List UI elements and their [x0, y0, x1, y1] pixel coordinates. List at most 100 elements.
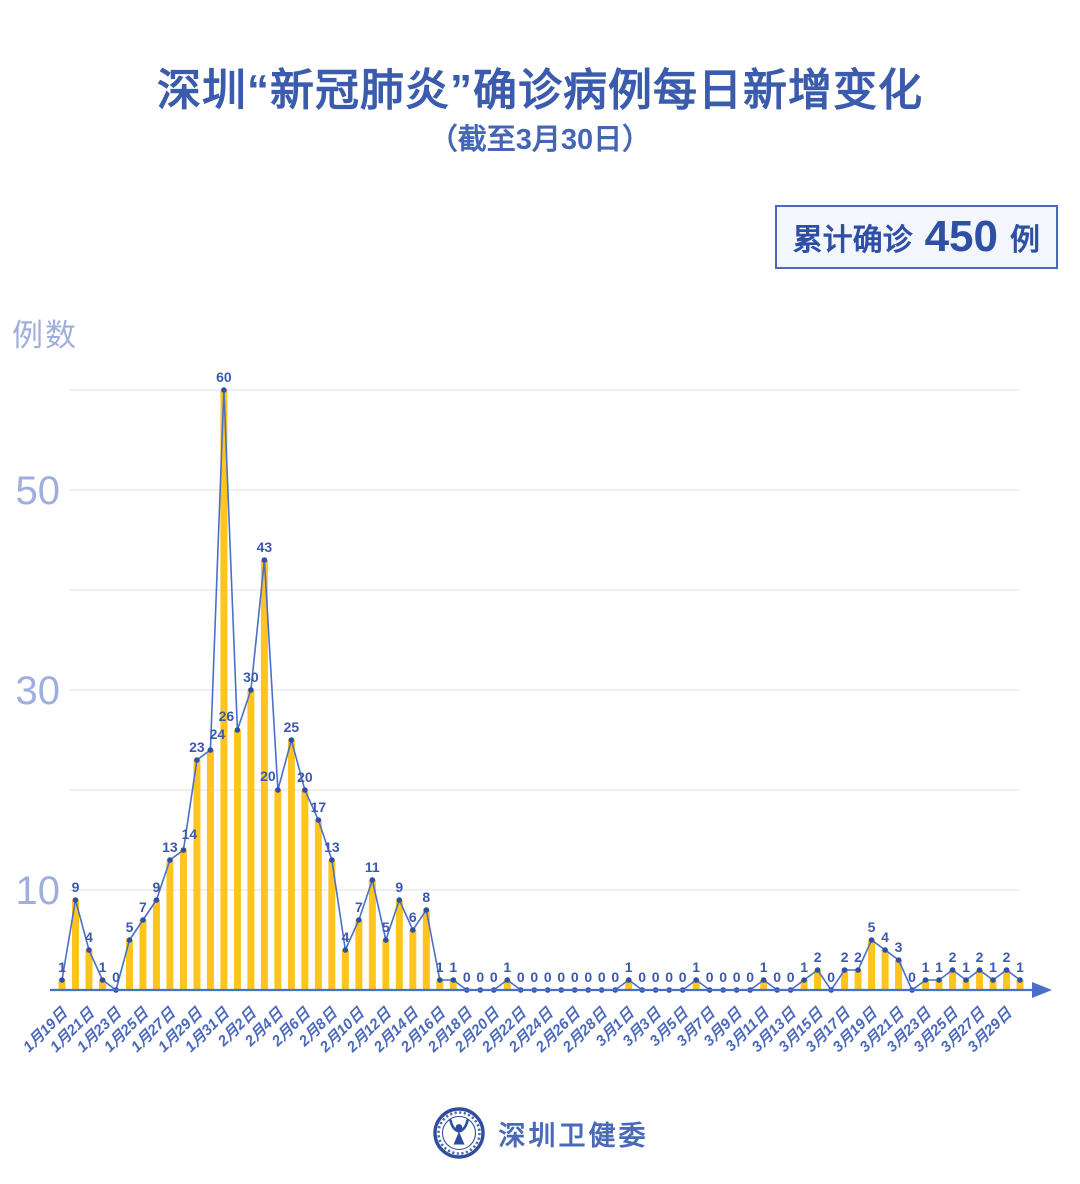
- case-bar: [58, 980, 66, 990]
- svg-text:26: 26: [219, 708, 235, 724]
- badge-suffix-label: 例: [1010, 224, 1040, 257]
- svg-text:1: 1: [922, 959, 930, 975]
- case-bar: [220, 390, 228, 990]
- svg-text:4: 4: [341, 929, 349, 945]
- case-bar: [233, 730, 241, 990]
- footer: 深圳卫健委: [0, 1106, 1080, 1160]
- case-bar: [368, 880, 376, 990]
- svg-text:1: 1: [436, 959, 444, 975]
- page-title: 深圳“新冠肺炎”确诊病例每日新增变化: [157, 66, 923, 115]
- case-bar: [692, 980, 700, 990]
- svg-text:20: 20: [260, 768, 276, 784]
- svg-text:5: 5: [382, 919, 390, 935]
- badge-total-value: 450: [924, 212, 998, 261]
- svg-text:0: 0: [827, 969, 835, 985]
- svg-text:5: 5: [868, 919, 876, 935]
- y-axis-title: 例数: [12, 318, 78, 353]
- svg-text:2: 2: [854, 949, 862, 965]
- svg-text:0: 0: [611, 969, 619, 985]
- daily-cases-bars: [58, 390, 1024, 990]
- case-bar: [868, 940, 876, 990]
- svg-text:9: 9: [153, 879, 161, 895]
- svg-text:0: 0: [652, 969, 660, 985]
- case-bar: [125, 940, 133, 990]
- svg-text:1: 1: [760, 959, 768, 975]
- case-bar: [179, 850, 187, 990]
- svg-text:17: 17: [311, 799, 327, 815]
- case-bar: [422, 910, 430, 990]
- svg-text:0: 0: [557, 969, 565, 985]
- case-bar: [949, 970, 957, 990]
- case-bar: [881, 950, 889, 990]
- data-point-labels: 1941057913142324602630432025201713471159…: [58, 369, 1024, 985]
- svg-text:0: 0: [463, 969, 471, 985]
- case-bar: [328, 860, 336, 990]
- case-bar: [139, 920, 147, 990]
- case-bar: [409, 930, 417, 990]
- svg-text:14: 14: [182, 826, 198, 842]
- svg-text:9: 9: [395, 879, 403, 895]
- badge-prefix-label: 累计确诊: [792, 224, 913, 257]
- svg-text:10: 10: [16, 869, 61, 913]
- svg-text:6: 6: [409, 909, 417, 925]
- case-bar: [98, 980, 106, 990]
- case-bar: [1016, 980, 1024, 990]
- case-bar: [247, 690, 255, 990]
- case-bar: [71, 900, 79, 990]
- case-bar: [85, 950, 93, 990]
- case-bar: [449, 980, 457, 990]
- svg-text:0: 0: [908, 969, 916, 985]
- cumulative-total-badge: 累计确诊 450 例: [774, 205, 1058, 269]
- case-bar: [922, 980, 930, 990]
- svg-text:0: 0: [719, 969, 727, 985]
- case-bar: [841, 970, 849, 990]
- svg-text:13: 13: [162, 839, 178, 855]
- svg-text:4: 4: [85, 929, 93, 945]
- case-bar: [800, 980, 808, 990]
- svg-text:1: 1: [99, 959, 107, 975]
- svg-text:4: 4: [881, 929, 889, 945]
- case-bar: [503, 980, 511, 990]
- case-bar: [962, 980, 970, 990]
- y-axis-tick-labels: 10 30 50: [16, 469, 61, 913]
- svg-text:1: 1: [503, 959, 511, 975]
- svg-text:1: 1: [692, 959, 700, 975]
- case-bar: [274, 790, 282, 990]
- case-bar: [260, 560, 268, 990]
- svg-text:0: 0: [773, 969, 781, 985]
- svg-text:13: 13: [324, 839, 340, 855]
- svg-text:7: 7: [139, 899, 147, 915]
- svg-text:0: 0: [638, 969, 646, 985]
- x-axis-tick-labels: 1月19日1月21日1月23日1月25日1月27日1月29日1月31日2月2日2…: [20, 1004, 1016, 1056]
- footer-org-name: 深圳卫健委: [498, 1120, 649, 1151]
- case-bar: [395, 900, 403, 990]
- case-bar: [341, 950, 349, 990]
- page-subtitle: （截至3月30日）: [428, 124, 652, 156]
- svg-text:2: 2: [814, 949, 822, 965]
- svg-text:1: 1: [935, 959, 943, 975]
- case-bar: [854, 970, 862, 990]
- svg-text:1: 1: [989, 959, 997, 975]
- svg-text:2: 2: [841, 949, 849, 965]
- svg-text:0: 0: [733, 969, 741, 985]
- svg-text:2: 2: [949, 949, 957, 965]
- svg-text:0: 0: [598, 969, 606, 985]
- svg-text:60: 60: [216, 369, 232, 385]
- svg-text:1: 1: [1016, 959, 1024, 975]
- svg-text:8: 8: [422, 889, 430, 905]
- case-bar: [382, 940, 390, 990]
- svg-text:50: 50: [16, 469, 61, 513]
- svg-text:7: 7: [355, 899, 363, 915]
- case-bar: [287, 740, 295, 990]
- svg-text:0: 0: [679, 969, 687, 985]
- case-bar: [1003, 970, 1011, 990]
- case-bar: [895, 960, 903, 990]
- case-bar: [976, 970, 984, 990]
- svg-text:0: 0: [584, 969, 592, 985]
- svg-text:2: 2: [976, 949, 984, 965]
- case-bar: [989, 980, 997, 990]
- case-bar: [152, 900, 160, 990]
- svg-text:9: 9: [72, 879, 80, 895]
- case-bar: [355, 920, 363, 990]
